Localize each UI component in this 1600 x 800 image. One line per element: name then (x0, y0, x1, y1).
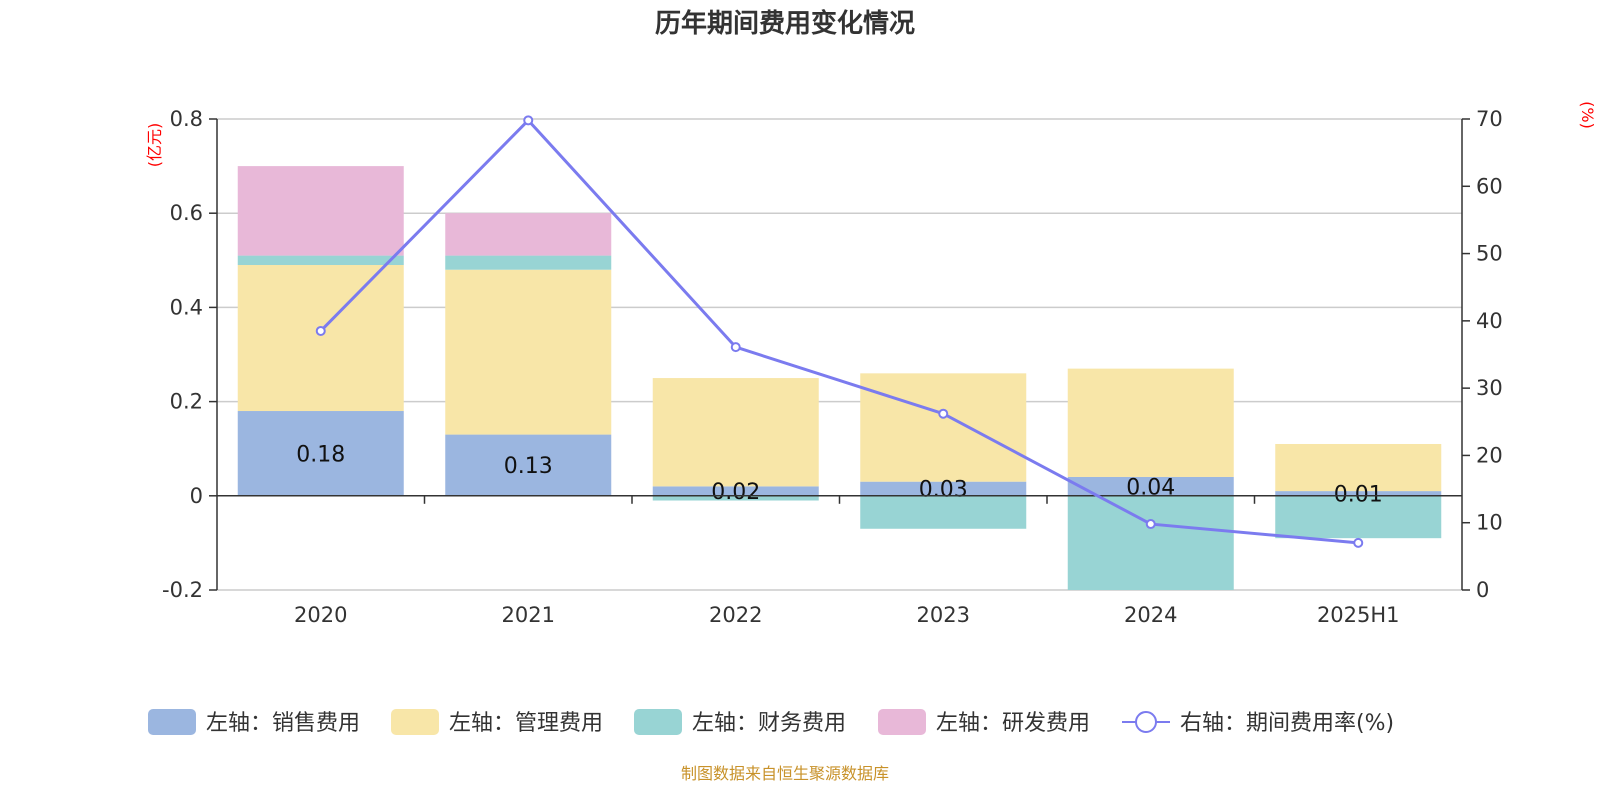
legend-marker-swatch (1135, 711, 1157, 733)
bar-data-label: 0.03 (919, 478, 968, 503)
left-axis-unit: (亿元) (145, 123, 164, 168)
bar-segment (1067, 495, 1234, 590)
bar-segment (1067, 368, 1234, 477)
left-axis-tick-label: 0 (190, 484, 203, 508)
legend-label: 左轴：研发费用 (936, 711, 1090, 736)
left-axis-tick-label: 0.8 (170, 107, 203, 131)
bar-segment (445, 255, 612, 270)
bar-segment (652, 486, 819, 496)
left-axis-tick-label: 0.6 (170, 201, 203, 225)
left-axis-tick-label: 0.4 (170, 295, 203, 319)
bar-data-label: 0.04 (1126, 475, 1175, 500)
legend-swatch (148, 709, 196, 735)
legend-label: 右轴：期间费用率(%) (1180, 711, 1394, 736)
bar-segment (237, 411, 404, 496)
chart-title: 历年期间费用变化情况 (655, 8, 915, 39)
right-axis-tick-label: 50 (1476, 242, 1503, 266)
bar-segment (860, 481, 1027, 496)
bar-segment (652, 378, 819, 487)
right-axis-tick-label: 30 (1476, 376, 1503, 400)
legend-swatch (634, 709, 682, 735)
right-axis-tick-label: 70 (1476, 107, 1503, 131)
bar-data-label: 0.13 (504, 454, 553, 479)
bar-segment (1275, 495, 1442, 539)
x-axis-tick-label: 2025H1 (1317, 603, 1400, 627)
legend-swatch (878, 709, 926, 735)
right-axis-tick-label: 10 (1476, 511, 1503, 535)
bar-series: 0.18 0.13 0.02 0.03 0.04 0.01 (237, 166, 1442, 590)
x-axis-tick-label: 2022 (709, 603, 762, 627)
legend-label: 左轴：管理费用 (449, 711, 603, 736)
rate-point (523, 115, 534, 126)
bar-segment (860, 495, 1027, 529)
x-axis-tick-label: 2024 (1124, 603, 1177, 627)
x-axis-tick-label: 2021 (502, 603, 555, 627)
rate-line-series (315, 115, 1364, 548)
rate-point (315, 325, 326, 336)
bar-segment (652, 495, 819, 501)
rate-point (938, 408, 949, 419)
axes: -0.2 0 0.2 0.4 0.6 0.8 0 10 20 30 40 50 60 70 2020 2021… (162, 107, 1503, 627)
rate-point (730, 342, 741, 353)
bar-segment (1067, 476, 1234, 496)
rate-point (1145, 519, 1156, 530)
x-axis-tick-label: 2020 (294, 603, 347, 627)
right-axis-unit: (%) (1578, 101, 1597, 129)
right-axis-tick-label: 20 (1476, 443, 1503, 467)
bar-segment (445, 213, 612, 256)
legend-swatch (391, 709, 439, 735)
bar-segment (1275, 443, 1442, 492)
bar-segment (237, 255, 404, 266)
bar-segment (860, 373, 1027, 482)
legend-label: 左轴：销售费用 (206, 711, 360, 736)
bar-data-label: 0.02 (711, 480, 760, 505)
x-axis-tick-label: 2023 (917, 603, 970, 627)
legend: 左轴：销售费用 左轴：管理费用 左轴：财务费用 左轴：研发费用 右轴：期间费用率(%) (148, 709, 1394, 736)
bar-data-label: 0.18 (296, 442, 345, 467)
bar-segment (1275, 491, 1442, 496)
bar-data-label: 0.01 (1334, 482, 1383, 507)
rate-line (319, 118, 1359, 545)
legend-label: 左轴：财务费用 (692, 711, 846, 736)
bar-segment (237, 166, 404, 256)
bar-segment (445, 269, 612, 435)
rate-point (1353, 537, 1364, 548)
bar-segment (237, 265, 404, 412)
left-axis-tick-label: 0.2 (170, 390, 203, 414)
right-axis-tick-label: 0 (1476, 578, 1489, 602)
source-note: 制图数据来自恒生聚源数据库 (681, 764, 889, 783)
bar-segment (445, 434, 612, 496)
left-axis-tick-label: -0.2 (162, 578, 203, 602)
right-axis-tick-label: 40 (1476, 309, 1503, 333)
right-axis-tick-label: 60 (1476, 174, 1503, 198)
